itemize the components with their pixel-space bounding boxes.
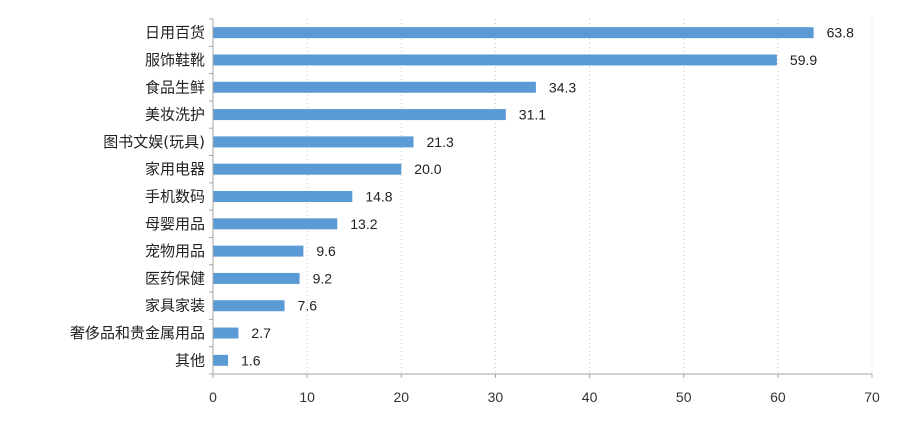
category-label: 医药保健: [145, 269, 205, 287]
bar-7: [213, 218, 338, 230]
bar-11: [213, 327, 239, 339]
x-tick-label: 30: [488, 389, 504, 405]
category-label: 其他: [175, 351, 205, 369]
bars: [213, 27, 814, 366]
value-label: 21.3: [427, 134, 454, 150]
category-label: 食品生鲜: [145, 78, 205, 96]
value-label: 2.7: [251, 325, 271, 341]
bar-10: [213, 300, 285, 312]
value-label: 20.0: [414, 161, 441, 177]
value-label: 1.6: [241, 352, 261, 368]
x-tick-label: 70: [864, 389, 880, 405]
category-label: 日用百货: [145, 24, 205, 42]
x-tick-label: 20: [393, 389, 409, 405]
category-label: 家用电器: [145, 160, 205, 178]
value-label: 14.8: [365, 189, 392, 205]
value-label: 63.8: [827, 25, 854, 41]
value-label: 7.6: [298, 298, 318, 314]
bar-5: [213, 163, 402, 175]
category-label: 手机数码: [145, 188, 205, 206]
value-label: 13.2: [350, 216, 377, 232]
x-tick-label: 50: [676, 389, 692, 405]
category-label: 母婴用品: [145, 215, 205, 233]
value-label: 31.1: [519, 107, 546, 123]
bar-3: [213, 109, 506, 121]
category-label: 宠物用品: [145, 242, 205, 260]
x-tick-label: 10: [299, 389, 315, 405]
x-tick-label: 60: [770, 389, 786, 405]
bar-6: [213, 191, 353, 202]
category-label: 奢侈品和贵金属用品: [70, 324, 205, 342]
labels: 日用百货 63.8 服饰鞋靴 59.9 食品生鲜 34.3 美妆洗护 31.1 图书文娱(玩具)…: [70, 24, 880, 405]
bar-4: [213, 136, 414, 148]
category-label: 家具家装: [145, 297, 205, 315]
value-label: 34.3: [549, 79, 576, 95]
bar-9: [213, 272, 300, 284]
category-label: 美妆洗护: [145, 106, 205, 124]
x-tick-label: 40: [582, 389, 598, 405]
value-label: 9.6: [316, 243, 336, 259]
bar-0: [213, 27, 814, 39]
x-tick-label: 0: [209, 389, 217, 405]
bar-1: [213, 54, 777, 66]
axes: [209, 18, 873, 378]
bar-12: [213, 354, 229, 366]
value-label: 59.9: [790, 52, 817, 68]
bar-2: [213, 81, 536, 93]
category-label: 图书文娱(玩具): [103, 133, 205, 151]
category-label: 服饰鞋靴: [145, 51, 205, 69]
value-label: 9.2: [313, 270, 333, 286]
bar-8: [213, 245, 304, 257]
